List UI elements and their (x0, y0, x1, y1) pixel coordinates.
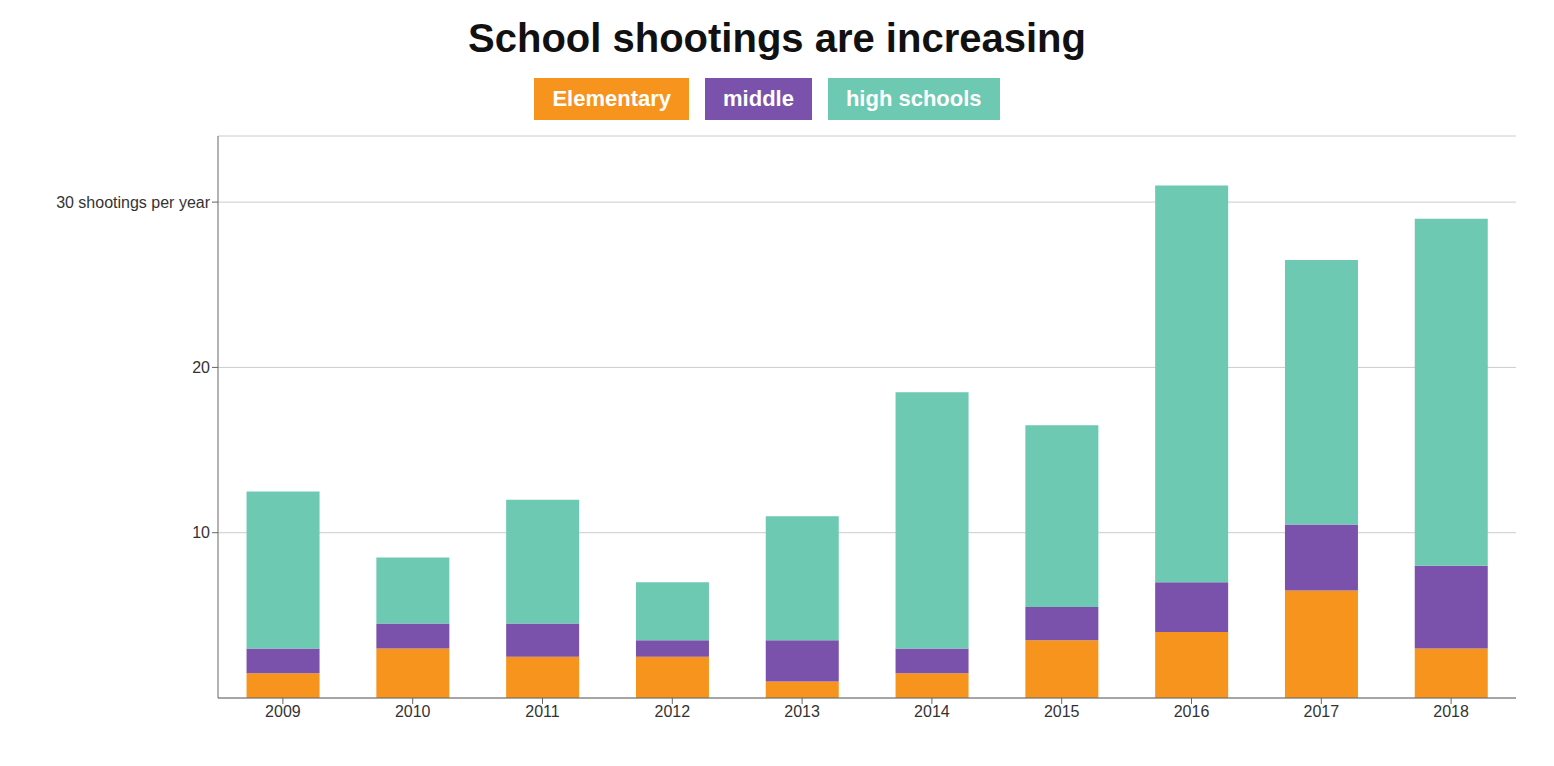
html-text:middle: middle (723, 86, 794, 111)
svg-text:2010: 2010 (395, 703, 431, 720)
html-text:School shootings are increasin: School shootings are increasing (468, 16, 1086, 60)
svg-text:2011: 2011 (525, 703, 560, 720)
html-text:Elementary: Elementary (552, 86, 671, 111)
svg-text:2016: 2016 (1174, 703, 1210, 720)
svg-text:2017: 2017 (1304, 703, 1340, 720)
svg-text:10: 10 (192, 524, 210, 541)
svg-text:20: 20 (192, 359, 210, 376)
svg-text:2012: 2012 (655, 703, 691, 720)
svg-text:2014: 2014 (914, 703, 950, 720)
svg-text:2009: 2009 (265, 703, 301, 720)
svg-text:2013: 2013 (784, 703, 820, 720)
svg-text:30 shootings per year: 30 shootings per year (56, 194, 211, 211)
html-text:high schools: high schools (845, 86, 982, 111)
svg-text:2015: 2015 (1044, 703, 1080, 720)
svg-text:2018: 2018 (1433, 703, 1469, 720)
